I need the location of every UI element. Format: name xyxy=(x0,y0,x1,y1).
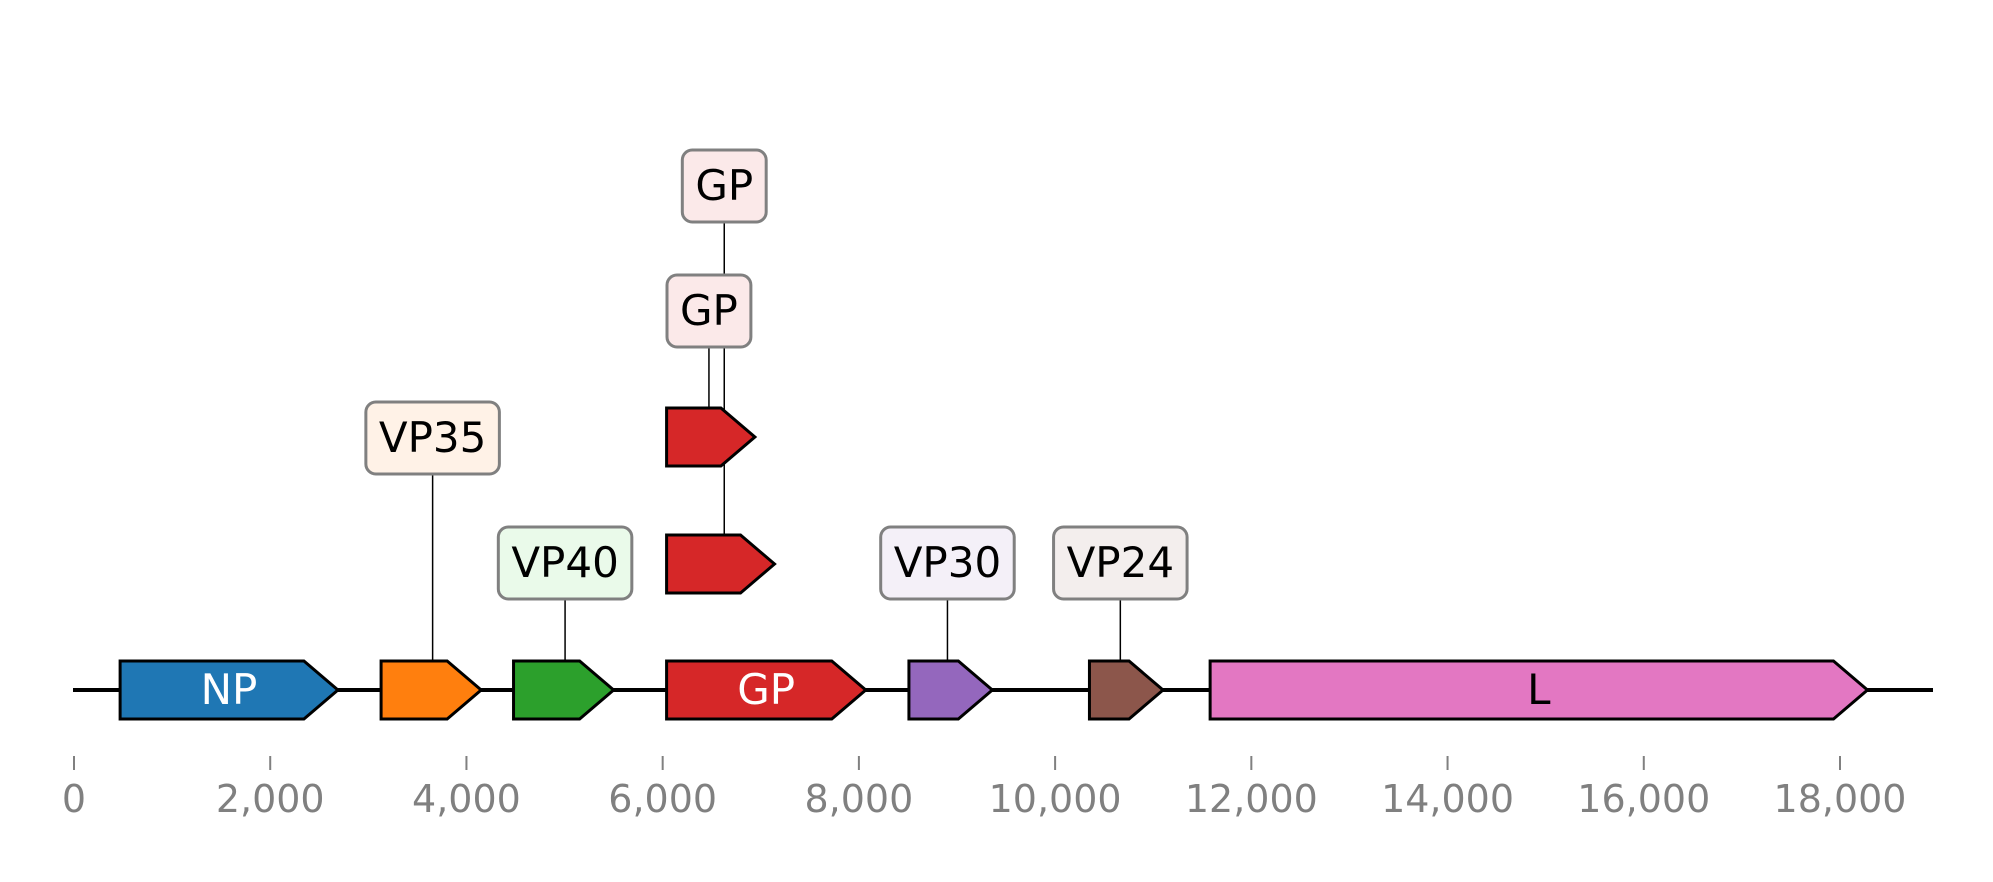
label-connectors xyxy=(431,221,1122,661)
axis-tick-label: 12,000 xyxy=(1185,777,1318,821)
gene-label-l: L xyxy=(1527,665,1551,714)
label-box-vp35 xyxy=(364,400,501,476)
gene-label-vp24: VP24 xyxy=(1067,538,1175,587)
gene-gp_c xyxy=(665,406,758,468)
label-box-vp30 xyxy=(879,525,1016,601)
gene-l xyxy=(1208,659,1870,721)
gene-vp30 xyxy=(907,659,995,721)
label-box-gp_b xyxy=(680,148,768,224)
gene-features xyxy=(118,406,1870,721)
axis-tick-label: 18,000 xyxy=(1774,777,1907,821)
label-box-gp_c xyxy=(665,273,753,349)
gene-labels: NP VP35 VP40 GP GP GP VP30 VP24 L xyxy=(201,148,1551,714)
gene-label-np: NP xyxy=(201,665,258,714)
x-axis: 0 2,000 4,000 6,000 8,000 10,000 12,000 14,000 1… xyxy=(62,756,1907,821)
gene-label-vp30: VP30 xyxy=(894,538,1002,587)
gene-label-vp35: VP35 xyxy=(379,413,487,462)
axis-tick-label: 0 xyxy=(62,777,86,821)
axis-tick-label: 14,000 xyxy=(1381,777,1514,821)
gene-label-gp_b: GP xyxy=(695,161,753,210)
gene-np xyxy=(118,659,341,721)
axis-tick-label: 16,000 xyxy=(1577,777,1710,821)
axis-tick-label: 10,000 xyxy=(989,777,1122,821)
axis-tick-label: 4,000 xyxy=(412,777,521,821)
gene-gp_b xyxy=(665,533,777,595)
axis-tick-label: 8,000 xyxy=(804,777,913,821)
axis-tick-label: 2,000 xyxy=(216,777,325,821)
gene-vp40 xyxy=(512,659,616,721)
axis-tick-label: 6,000 xyxy=(608,777,717,821)
label-box-vp40 xyxy=(496,525,634,601)
gene-label-vp40: VP40 xyxy=(511,538,619,587)
gene-label-gp_c: GP xyxy=(680,286,738,335)
gene-label-gp: GP xyxy=(737,665,795,714)
label-box-vp24 xyxy=(1052,525,1189,601)
gene-vp35 xyxy=(379,659,484,721)
gene-gp xyxy=(665,659,869,721)
gene-vp24 xyxy=(1087,659,1166,721)
